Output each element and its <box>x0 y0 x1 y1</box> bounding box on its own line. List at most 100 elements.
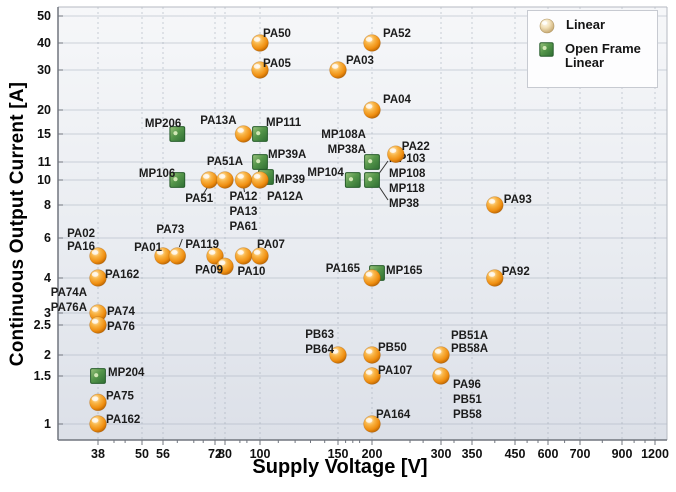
point-label: MP38 <box>389 198 420 210</box>
point-label: PA04 <box>383 94 412 106</box>
point-PB50: PB50 <box>363 342 407 364</box>
legend-item-open-frame: Open Frame Linear <box>539 42 653 70</box>
svg-text:8: 8 <box>44 198 51 212</box>
svg-text:100: 100 <box>250 447 271 461</box>
point-PA05: PA05 <box>251 58 292 79</box>
point-label: PB51A <box>451 330 488 342</box>
svg-text:1: 1 <box>44 417 51 431</box>
point-label: PB58A <box>451 343 488 355</box>
point-label: PA76 <box>107 321 135 333</box>
point-PA96-PB51-PB58: PA96 PB51 PB58 <box>432 367 482 421</box>
point-label: PA107 <box>378 365 412 377</box>
point-label: MP106 <box>139 168 175 180</box>
point-PA162-4A: PA162 <box>89 269 139 287</box>
point-label: PA51A <box>207 156 243 168</box>
point-label: PA12 <box>230 191 258 203</box>
point-PA162-1A: PA162 <box>89 414 140 433</box>
y-axis-title: Continuous Output Current [A] <box>7 81 28 367</box>
point-label: PA12A <box>267 191 303 203</box>
point-label: PA51 <box>185 193 214 205</box>
legend-label-linear: Linear <box>566 17 606 32</box>
point-label: MP39A <box>268 149 306 161</box>
point-PA22: PA22 <box>387 141 430 163</box>
point-label: PA10 <box>238 266 266 278</box>
point-label: PA162 <box>106 414 140 426</box>
svg-text:700: 700 <box>570 447 591 461</box>
point-PA04: PA04 <box>363 94 412 119</box>
point-PA51: PA51 <box>185 171 218 205</box>
point-PA09: PA09 <box>195 257 234 276</box>
point-label: PA75 <box>106 390 135 402</box>
point-PA73: PA73 <box>156 224 187 265</box>
point-label: MP38A <box>328 144 366 156</box>
point-label: PA13A <box>200 115 236 127</box>
svg-text:50: 50 <box>37 9 51 23</box>
point-label: MP108 <box>389 168 426 180</box>
point-label: MP108A <box>321 129 366 141</box>
point-label: PB64 <box>305 344 334 356</box>
svg-text:2: 2 <box>44 348 51 362</box>
svg-text:56: 56 <box>156 447 170 461</box>
point-label: MP165 <box>386 265 423 277</box>
svg-text:20: 20 <box>37 103 51 117</box>
point-label: PA22 <box>402 141 430 153</box>
svg-text:3: 3 <box>44 306 51 320</box>
svg-text:600: 600 <box>538 447 559 461</box>
point-PA10: PA10 <box>234 247 266 278</box>
point-label: PA09 <box>195 264 223 276</box>
point-label: PA16 <box>67 241 95 253</box>
svg-text:150: 150 <box>328 447 349 461</box>
plot-border <box>57 6 668 441</box>
point-MP206: MP206 <box>145 118 186 142</box>
point-MP204: MP204 <box>90 367 145 384</box>
point-PA119: PA119 <box>185 239 224 265</box>
point-label: PB63 <box>305 329 334 341</box>
point-label: PB51 <box>453 394 482 406</box>
point-PA03: PA03 <box>329 55 374 79</box>
point-PA107: PA107 <box>363 365 412 385</box>
point-label: MP104 <box>307 167 344 179</box>
point-PA12A: PA12A <box>251 171 303 203</box>
point-label: PA50 <box>263 28 291 40</box>
square-marker-icon <box>539 42 554 57</box>
point-label: PA52 <box>383 28 411 40</box>
svg-text:72: 72 <box>208 447 222 461</box>
point-PA12-PA13-PA61: PA12 PA13 PA61 <box>230 171 258 233</box>
point-PA13A: PA13A <box>200 115 253 143</box>
svg-text:10: 10 <box>37 173 51 187</box>
point-label: PA164 <box>376 409 411 421</box>
svg-text:1.5: 1.5 <box>34 369 51 383</box>
svg-text:50: 50 <box>135 447 149 461</box>
point-label: MP118 <box>389 183 425 195</box>
point-MP104: MP104 <box>307 167 361 188</box>
point-label: PA96 <box>453 379 481 391</box>
point-MP111: MP111 <box>252 117 302 142</box>
svg-text:350: 350 <box>462 447 483 461</box>
point-label: PA74 <box>107 306 136 318</box>
svg-text:80: 80 <box>218 447 232 461</box>
point-PA07: PA07 <box>251 239 285 265</box>
y-gridlines <box>58 15 667 425</box>
point-PA74-PA76: PA74 PA76 <box>89 306 136 334</box>
y-tick-labels: 1 1.5 2 2.53 4 6 8 10 11 15 20 30 40 50 <box>34 9 63 431</box>
svg-text:4: 4 <box>44 271 51 285</box>
point-label: PA05 <box>263 58 292 70</box>
svg-text:1200: 1200 <box>641 447 669 461</box>
svg-text:2.5: 2.5 <box>34 318 51 332</box>
point-label: MP39 <box>275 174 305 186</box>
point-label: PA119 <box>185 239 219 251</box>
svg-text:38: 38 <box>91 447 105 461</box>
point-label: PB58 <box>453 409 482 421</box>
point-label: PA01 <box>134 242 163 254</box>
point-PA93: PA93 <box>486 194 532 214</box>
point-PA164: PA164 <box>363 409 411 433</box>
point-label: MP111 <box>266 117 302 129</box>
point-PA50: PA50 <box>251 28 291 52</box>
svg-text:40: 40 <box>37 36 51 50</box>
point-PB63-PB64: PB63 PB64 <box>305 329 347 364</box>
